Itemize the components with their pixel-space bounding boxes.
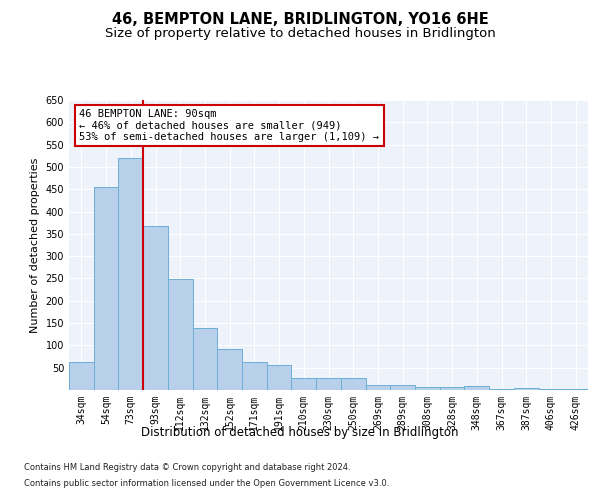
Bar	[143, 226, 168, 390]
Text: Contains HM Land Registry data © Crown copyright and database right 2024.: Contains HM Land Registry data © Crown c…	[24, 464, 350, 472]
Bar	[316, 378, 341, 390]
Bar	[514, 388, 539, 390]
Bar	[365, 385, 390, 390]
Bar	[539, 388, 563, 390]
Bar	[415, 388, 440, 390]
Bar	[341, 378, 365, 390]
Bar	[267, 366, 292, 390]
Bar	[193, 328, 217, 390]
Bar	[464, 386, 489, 390]
Bar	[489, 388, 514, 390]
Text: Size of property relative to detached houses in Bridlington: Size of property relative to detached ho…	[104, 28, 496, 40]
Bar	[118, 158, 143, 390]
Bar	[168, 280, 193, 390]
Bar	[292, 378, 316, 390]
Text: Contains public sector information licensed under the Open Government Licence v3: Contains public sector information licen…	[24, 478, 389, 488]
Bar	[390, 384, 415, 390]
Y-axis label: Number of detached properties: Number of detached properties	[30, 158, 40, 332]
Bar	[69, 362, 94, 390]
Bar	[563, 388, 588, 390]
Bar	[217, 350, 242, 390]
Bar	[94, 187, 118, 390]
Text: 46, BEMPTON LANE, BRIDLINGTON, YO16 6HE: 46, BEMPTON LANE, BRIDLINGTON, YO16 6HE	[112, 12, 488, 28]
Text: 46 BEMPTON LANE: 90sqm
← 46% of detached houses are smaller (949)
53% of semi-de: 46 BEMPTON LANE: 90sqm ← 46% of detached…	[79, 108, 379, 142]
Text: Distribution of detached houses by size in Bridlington: Distribution of detached houses by size …	[141, 426, 459, 439]
Bar	[242, 362, 267, 390]
Bar	[440, 387, 464, 390]
